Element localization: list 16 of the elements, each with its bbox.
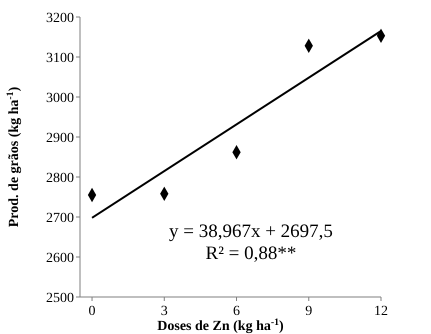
x-tick-label: 12 (374, 304, 388, 319)
annotation: y = 38,967x + 2697,5 (169, 221, 333, 242)
y-tick-label: 2500 (46, 290, 74, 306)
x-tick-label: 0 (88, 304, 96, 319)
x-tick-label: 9 (305, 304, 312, 319)
y-tick-label: 2700 (46, 210, 74, 226)
x-axis-title: Doses de Zn (kg ha$^{-1}$) (157, 316, 284, 334)
annotation: R² = 0,88** (206, 243, 296, 264)
y-tick-label: 3200 (46, 10, 74, 26)
y-tick-label: 2900 (46, 130, 74, 146)
y-tick-label: 2800 (46, 170, 74, 186)
x-tick-label: 3 (160, 304, 168, 319)
y-tick-label: 3100 (46, 50, 74, 66)
y-tick-label: 2600 (46, 250, 74, 266)
y-tick-label: 3000 (46, 90, 74, 106)
x-tick-label: 6 (233, 304, 240, 319)
